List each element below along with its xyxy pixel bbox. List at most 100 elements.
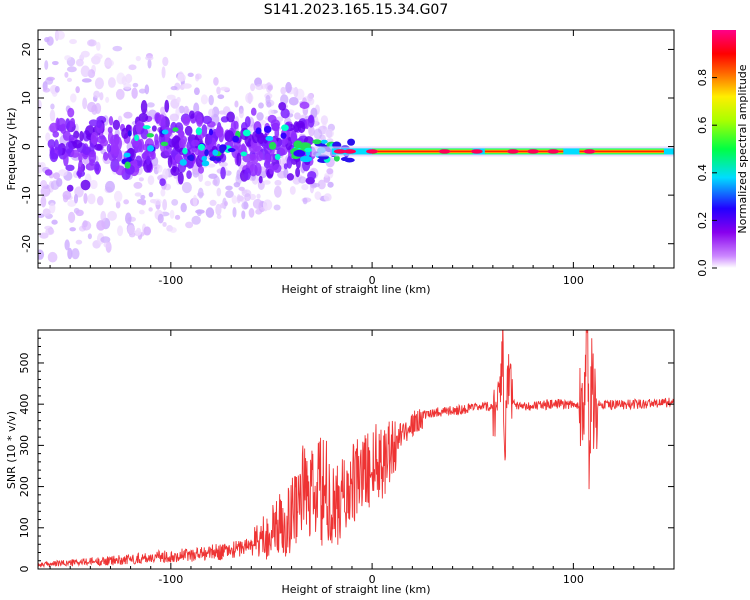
colorbar-gradient — [712, 30, 736, 268]
heatmap-cell — [324, 173, 329, 178]
heatmap-ridge-peak — [333, 149, 346, 154]
heatmap-cell — [218, 161, 228, 167]
heatmap-cell — [40, 185, 51, 197]
heatmap-cell — [80, 50, 90, 58]
spectrogram-ytick-label: -10 — [20, 186, 33, 204]
heatmap-cell — [87, 193, 96, 205]
heatmap-cell — [65, 164, 75, 172]
heatmap-cell — [326, 168, 334, 175]
heatmap-cell — [232, 135, 240, 143]
spectrogram-xlabel: Height of straight line (km) — [281, 283, 430, 296]
figure-title: S141.2023.165.15.34.G07 — [264, 2, 449, 18]
heatmap-cell — [161, 119, 166, 131]
heatmap-cell — [320, 139, 328, 144]
heatmap-cell — [204, 149, 209, 157]
heatmap-cell — [216, 187, 222, 197]
heatmap-cell — [140, 128, 149, 140]
snr-ytick-label: 200 — [18, 476, 31, 497]
heatmap-cell — [134, 134, 139, 142]
heatmap-cell — [280, 86, 287, 95]
heatmap-cell — [67, 199, 77, 207]
heatmap-cell — [99, 92, 104, 101]
colorbar-tick-label: 0.0 — [696, 259, 709, 277]
heatmap-cell — [100, 210, 107, 222]
heatmap-cell — [142, 125, 151, 130]
heatmap-cell — [304, 118, 310, 130]
heatmap-cell — [71, 248, 80, 260]
heatmap-cell — [73, 130, 80, 139]
heatmap-cell — [55, 30, 65, 40]
heatmap-cell — [237, 144, 247, 154]
heatmap-cell — [103, 151, 109, 161]
heatmap-cell — [121, 127, 129, 139]
heatmap-cell — [233, 120, 239, 130]
heatmap-cell — [182, 83, 192, 89]
heatmap-cell — [243, 200, 248, 210]
heatmap-ridge-core — [372, 150, 674, 153]
heatmap-cell — [49, 109, 56, 122]
heatmap-cell — [224, 130, 235, 143]
heatmap-cell — [51, 153, 58, 160]
heatmap-cell — [227, 147, 236, 153]
colorbar-tick-label: 0.2 — [696, 212, 709, 230]
heatmap-cell — [159, 178, 166, 186]
heatmap-cell — [162, 168, 169, 180]
heatmap-cell — [44, 60, 49, 70]
heatmap-cell — [69, 227, 76, 232]
heatmap-cell — [313, 128, 323, 140]
heatmap-cell — [215, 157, 222, 162]
heatmap-cell — [40, 195, 47, 208]
heatmap-cell — [209, 199, 217, 207]
heatmap-cell — [307, 114, 315, 128]
snr-xtick-label: 0 — [369, 573, 376, 586]
colorbar-tick-label: 0.4 — [696, 164, 709, 182]
heatmap-cell — [201, 155, 208, 162]
heatmap-cell — [96, 119, 103, 129]
spectrogram-ytick-label: -20 — [20, 235, 33, 253]
heatmap-cell — [134, 192, 142, 197]
heatmap-cell — [197, 166, 205, 174]
heatmap-cell — [151, 125, 157, 132]
heatmap-cell — [96, 196, 104, 206]
heatmap-cell — [333, 154, 340, 162]
heatmap-cell — [70, 93, 77, 103]
heatmap-cell — [202, 115, 213, 125]
heatmap-cell — [65, 141, 74, 154]
heatmap-cell — [225, 185, 233, 191]
heatmap-cell — [171, 135, 182, 149]
heatmap-cell — [236, 152, 242, 167]
heatmap-cell — [95, 41, 101, 52]
heatmap-cell — [146, 133, 154, 138]
heatmap-cell — [162, 56, 169, 67]
heatmap-cell — [169, 227, 177, 233]
snr-ytick-label: 500 — [18, 352, 31, 373]
heatmap-cell — [46, 36, 54, 46]
heatmap-cell — [186, 170, 192, 180]
heatmap-cell — [93, 90, 101, 99]
heatmap-cell — [298, 176, 307, 184]
heatmap-cell — [197, 187, 204, 199]
heatmap-ridge-peak — [527, 149, 540, 154]
heatmap-cell — [245, 92, 254, 104]
heatmap-cell — [54, 85, 60, 93]
heatmap-cell — [286, 173, 294, 181]
heatmap-cell — [94, 77, 104, 90]
heatmap-cell — [164, 99, 170, 113]
heatmap-cell — [115, 88, 125, 100]
snr-ylabel: SNR (10 * v/v) — [5, 411, 18, 489]
colorbar-tick-label: 0.6 — [696, 116, 709, 134]
heatmap-cell — [85, 163, 96, 171]
heatmap-cell — [38, 249, 45, 260]
heatmap-cell — [123, 199, 130, 205]
heatmap-cell — [216, 86, 221, 95]
heatmap-cell — [192, 194, 198, 207]
heatmap-cell — [188, 110, 195, 119]
heatmap-cell — [47, 251, 58, 263]
heatmap-cell — [264, 153, 271, 166]
heatmap-cell — [180, 202, 187, 213]
heatmap-cell — [80, 65, 90, 77]
heatmap-cell — [292, 175, 301, 185]
heatmap-cell — [75, 209, 84, 217]
heatmap-cell — [302, 197, 308, 205]
heatmap-cell — [209, 156, 217, 161]
